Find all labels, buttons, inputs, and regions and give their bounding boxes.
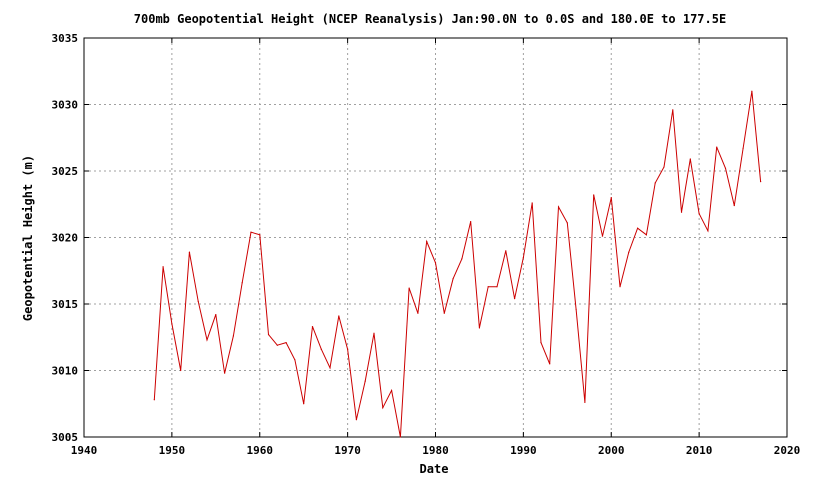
data-point [610, 197, 612, 199]
data-point [601, 235, 604, 237]
data-point [751, 90, 753, 92]
data-point [162, 266, 164, 268]
data-point [285, 341, 287, 344]
data-point [566, 222, 568, 224]
data-point [373, 332, 375, 334]
data-point [680, 211, 683, 213]
data-point [417, 312, 419, 314]
x-tick-label: 2000 [598, 444, 625, 457]
data-point [461, 258, 463, 260]
y-tick-label: 3035 [52, 32, 79, 45]
data-point [557, 206, 560, 208]
data-point [294, 359, 296, 361]
chart-title: 700mb Geopotential Height (NCEP Reanalys… [134, 12, 726, 26]
y-tick-label: 3025 [52, 165, 79, 178]
y-axis-label: Geopotential Height (m) [21, 155, 35, 321]
data-point [329, 367, 331, 369]
data-point [654, 182, 656, 184]
data-point [399, 436, 401, 438]
data-point [443, 312, 445, 314]
data-point [689, 158, 691, 160]
data-point [452, 278, 454, 280]
data-point [522, 256, 524, 259]
data-point [672, 109, 674, 111]
data-point [224, 372, 226, 374]
data-point [637, 227, 639, 229]
x-axis-label: Date [420, 462, 449, 476]
data-point [575, 308, 577, 310]
y-tick-label: 3030 [52, 99, 79, 112]
data-point [584, 401, 586, 404]
data-point [215, 314, 217, 316]
data-point [760, 181, 762, 183]
data-point [303, 403, 305, 405]
data-point [320, 348, 322, 350]
data-point [663, 166, 665, 168]
data-point [724, 167, 727, 169]
data-point [171, 323, 173, 325]
data-point [408, 287, 410, 289]
ticks: 1940 1950 1960 1970 1980 1990 2000 2010 2020 3005… [52, 32, 801, 457]
data-point [593, 194, 595, 196]
data-point [742, 147, 744, 149]
data-point [188, 251, 191, 253]
data-point [540, 341, 542, 344]
data-point [716, 146, 718, 148]
data-point [487, 286, 489, 288]
x-tick-label: 1960 [247, 444, 274, 457]
data-point [513, 298, 516, 300]
y-tick-label: 3005 [52, 431, 79, 444]
grid [84, 38, 787, 437]
data-point [311, 326, 314, 328]
data-point [206, 339, 208, 341]
data-point [250, 231, 252, 233]
x-tick-label: 1970 [334, 444, 361, 457]
x-tick-label: 1940 [71, 444, 98, 457]
data-point [259, 234, 261, 236]
data-point [197, 300, 199, 302]
data-point [267, 333, 270, 336]
data-point [390, 389, 393, 392]
data-point [496, 286, 498, 288]
y-tick-label: 3015 [52, 298, 79, 311]
data-point [645, 234, 648, 236]
x-tick-label: 1980 [422, 444, 449, 457]
data-point [355, 419, 358, 421]
data-point [619, 286, 621, 288]
y-tick-label: 3020 [52, 232, 79, 245]
data-point [338, 315, 340, 317]
x-tick-label: 1950 [159, 444, 186, 457]
data-point [549, 363, 551, 365]
data-point [505, 250, 507, 252]
data-point [434, 262, 437, 264]
data-point [232, 335, 234, 337]
data-point [628, 251, 630, 253]
series-line [153, 91, 762, 438]
data-point [478, 327, 481, 329]
data-points [153, 90, 762, 438]
data-point [733, 204, 735, 207]
data-point [707, 230, 709, 232]
x-tick-label: 2010 [686, 444, 713, 457]
data-point [347, 348, 349, 350]
data-point [276, 344, 278, 346]
data-point [241, 282, 243, 284]
x-tick-label: 2020 [774, 444, 801, 457]
data-point [531, 202, 533, 204]
y-tick-label: 3010 [52, 365, 79, 378]
x-tick-label: 1990 [510, 444, 537, 457]
data-point [426, 240, 428, 243]
data-point [382, 407, 384, 409]
data-point [153, 399, 155, 401]
data-point [364, 380, 366, 382]
data-point [180, 369, 182, 372]
data-point [698, 212, 700, 215]
data-point [470, 220, 472, 223]
